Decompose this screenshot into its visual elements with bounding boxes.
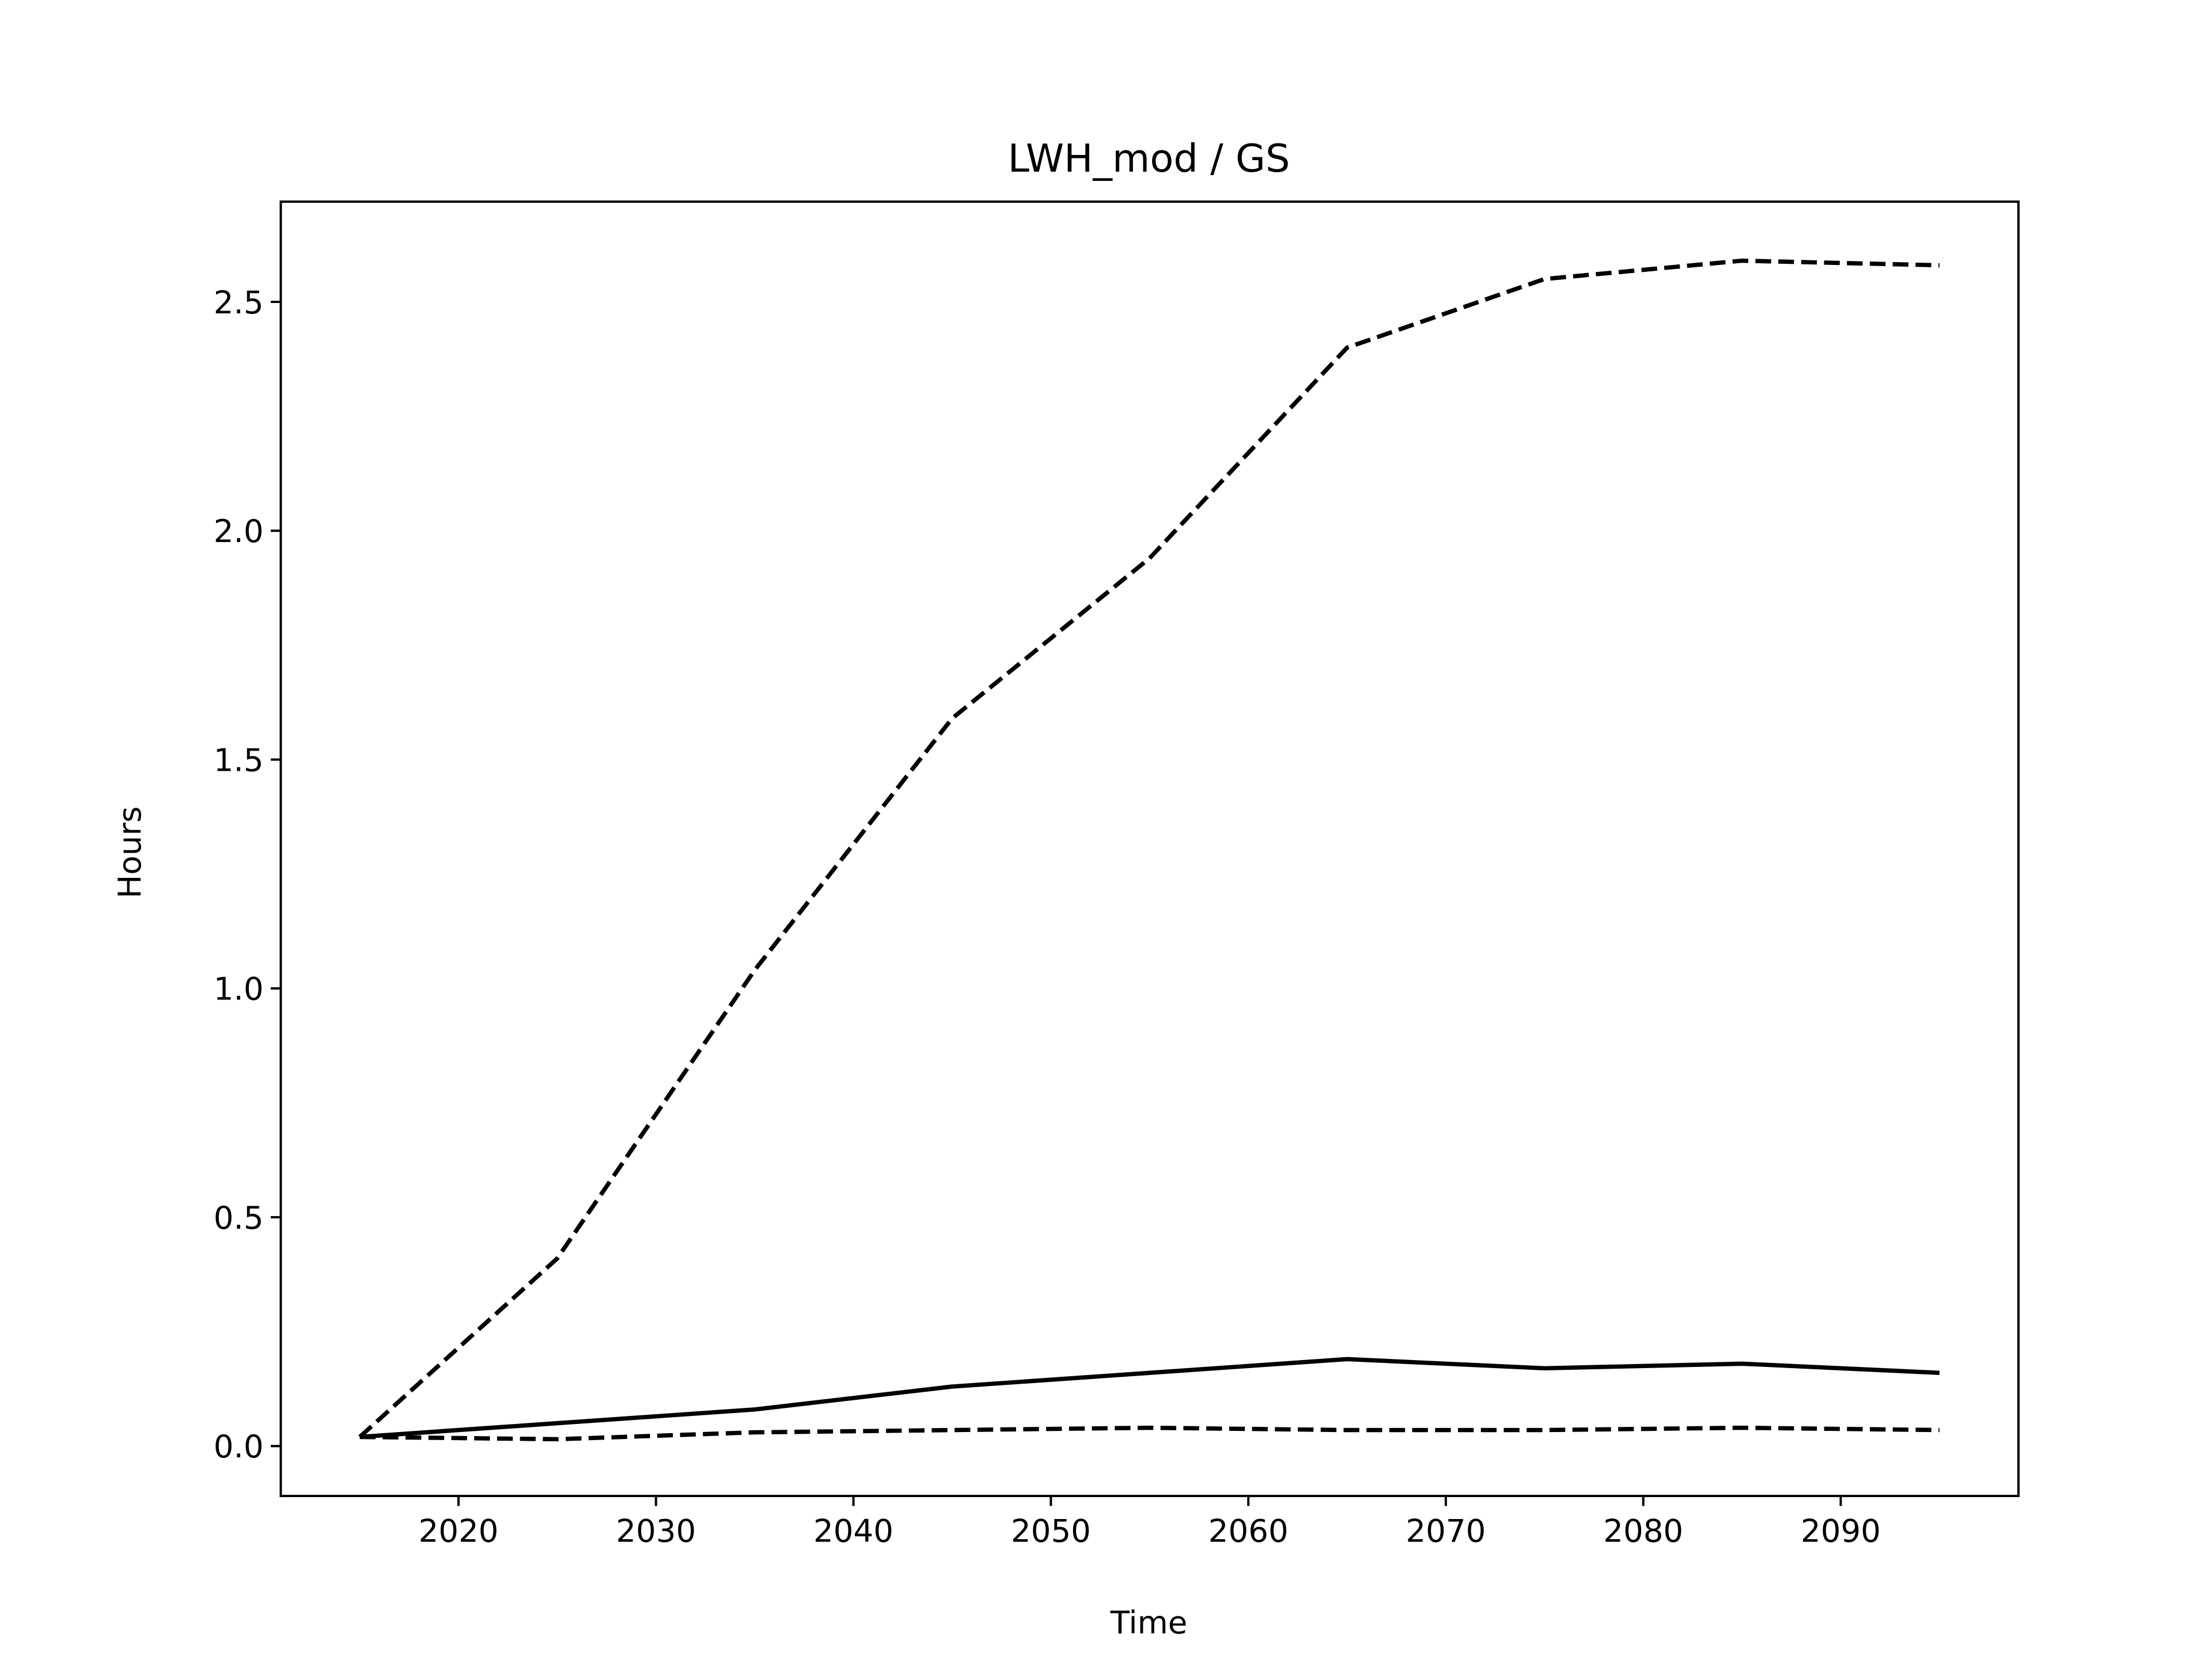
x-tick-label: 2070 [1406, 1512, 1486, 1549]
x-tick-label: 2090 [1801, 1512, 1881, 1549]
y-tick-label: 0.0 [214, 1428, 264, 1465]
x-tick-label: 2020 [418, 1512, 498, 1549]
y-tick-label: 2.0 [214, 513, 264, 550]
x-tick-label: 2060 [1209, 1512, 1289, 1549]
y-tick-label: 2.5 [214, 284, 264, 321]
data-line [359, 1425, 1940, 1442]
plot-frame [279, 200, 2020, 1497]
y-tick-label: 1.0 [214, 971, 264, 1007]
y-tick-label: 0.5 [214, 1199, 264, 1236]
chart-title: LWH_mod / GS [1008, 136, 1290, 181]
x-tick-label: 2030 [616, 1512, 696, 1549]
x-axis-label: Time [1110, 1604, 1188, 1641]
data-line [358, 258, 1940, 1439]
x-tick-label: 2040 [813, 1512, 893, 1549]
x-tick-label: 2080 [1603, 1512, 1683, 1549]
y-tick-label: 1.5 [214, 741, 264, 778]
data-line [359, 1357, 1940, 1440]
x-tick-label: 2050 [1011, 1512, 1091, 1549]
y-axis-label: Hours [111, 806, 148, 899]
